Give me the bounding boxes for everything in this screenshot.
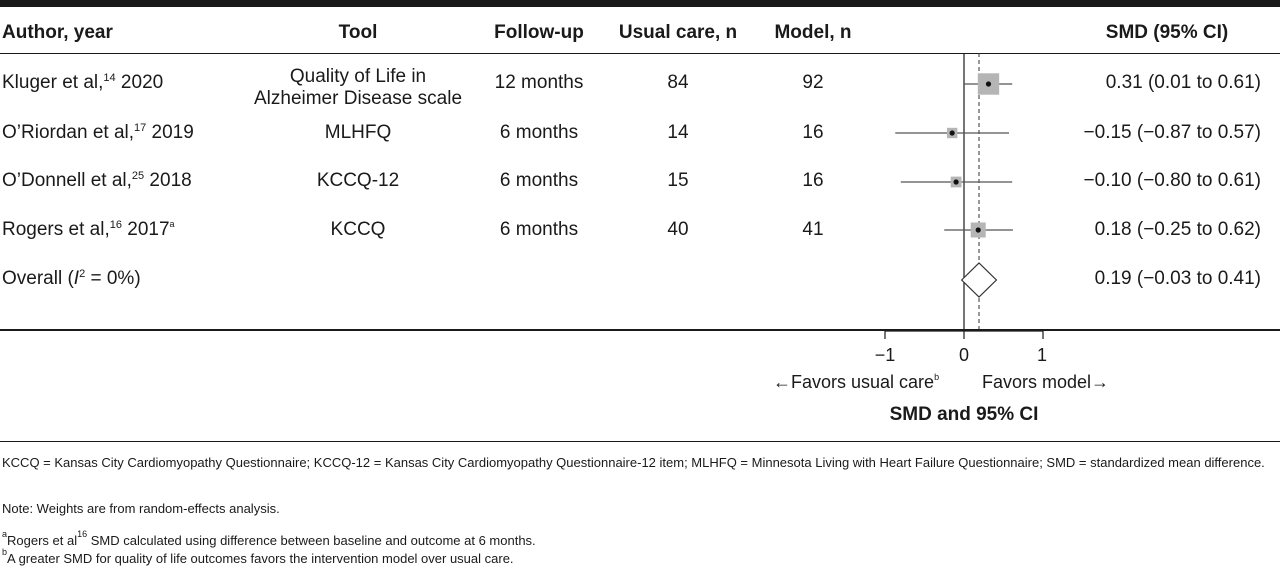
favors-usual-care: ←Favors usual careb [773, 372, 940, 392]
row-tool: MLHFQ [324, 122, 392, 143]
row-usual-n: 40 [667, 219, 689, 240]
overall-ci-text: 0.19 (−0.03 to 0.41) [1094, 268, 1261, 289]
header-author: Author, year [2, 22, 113, 43]
row-followup: 6 months [499, 170, 579, 191]
favors-model: Favors model→ [982, 372, 1110, 392]
study-point [953, 179, 959, 185]
row-model-n: 16 [802, 170, 824, 191]
row-ci-text: −0.10 (−0.80 to 0.61) [1083, 170, 1261, 191]
top-rule [0, 0, 1280, 7]
header-model: Model, n [774, 22, 852, 43]
study-point [975, 227, 981, 233]
axis-tick-label-neg1: −1 [874, 345, 896, 365]
row-author: Kluger et al,14 2020 [2, 72, 164, 93]
footnote-b: bA greater SMD for quality of life outco… [2, 547, 514, 567]
header-rule [0, 53, 1280, 54]
axis-tick-label-0: 0 [958, 345, 970, 365]
overall-label: Overall (I2 = 0%) [2, 268, 141, 289]
header-followup: Follow-up [494, 22, 584, 43]
axis-tick-label-1: 1 [1036, 345, 1048, 365]
row-followup: 6 months [499, 219, 579, 240]
row-author: Rogers et al,16 2017a [2, 219, 175, 240]
body-rule [0, 329, 1280, 331]
footnote-a: aRogers et al16 SMD calculated using dif… [2, 529, 536, 549]
row-author: O’Donnell et al,25 2018 [2, 170, 192, 191]
row-followup: 6 months [499, 122, 579, 143]
row-usual-n: 14 [667, 122, 689, 143]
footnote-note: Note: Weights are from random-effects an… [2, 501, 280, 516]
row-model-n: 16 [802, 122, 824, 143]
x-axis-title: SMD and 95% CI [889, 404, 1039, 425]
row-ci-text: 0.31 (0.01 to 0.61) [1105, 72, 1261, 93]
pooled-diamond [960, 262, 998, 298]
row-author: O’Riordan et al,17 2019 [2, 122, 194, 143]
header-tool: Tool [338, 22, 378, 43]
row-usual-n: 84 [667, 72, 689, 93]
footnote-abbreviations: KCCQ = Kansas City Cardiomyopathy Questi… [2, 455, 1265, 470]
study-point [949, 130, 955, 136]
row-model-n: 92 [802, 72, 824, 93]
header-smd: SMD (95% CI) [1105, 22, 1229, 43]
row-followup: 12 months [494, 72, 584, 93]
study-point [985, 81, 992, 87]
row-ci-text: 0.18 (−0.25 to 0.62) [1094, 219, 1261, 240]
header-usual-care: Usual care, n [618, 22, 738, 43]
row-tool: KCCQ [330, 219, 386, 240]
footer-rule [0, 441, 1280, 442]
row-tool: KCCQ-12 [316, 170, 400, 191]
row-tool: Quality of Life in Alzheimer Disease scal… [253, 66, 463, 109]
row-ci-text: −0.15 (−0.87 to 0.57) [1083, 122, 1261, 143]
row-usual-n: 15 [667, 170, 689, 191]
row-model-n: 41 [802, 219, 824, 240]
